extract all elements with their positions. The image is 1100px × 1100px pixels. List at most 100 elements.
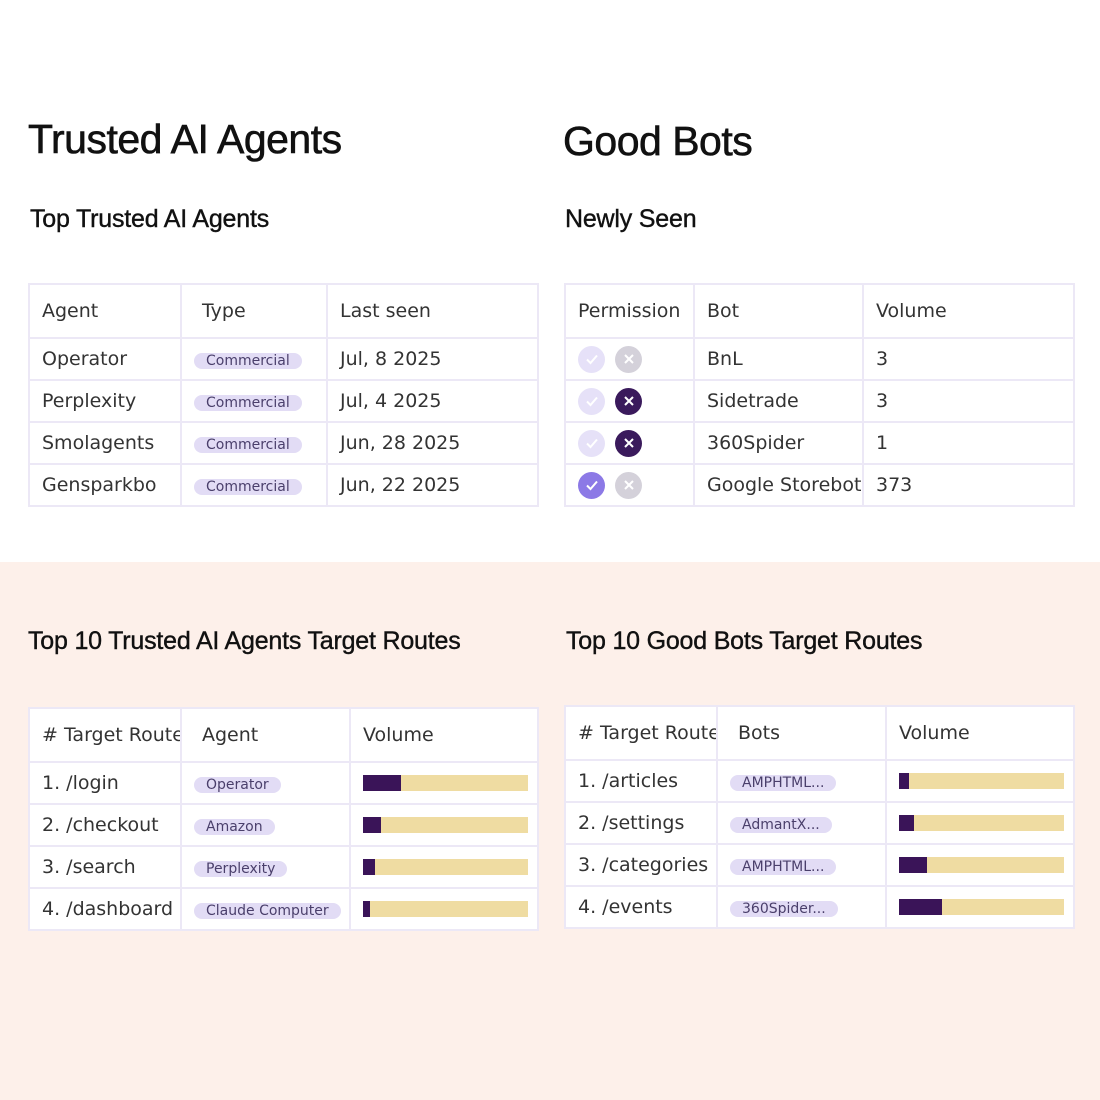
column-header-bot: Bot <box>693 283 864 339</box>
allow-check-icon[interactable] <box>578 387 605 415</box>
volume-bar <box>363 817 528 833</box>
trusted-agents-subtitle: Top Trusted AI Agents <box>30 205 270 233</box>
table-row[interactable]: 2. /checkout Amazon <box>28 803 539 847</box>
column-header-volume: Volume <box>885 705 1075 761</box>
table-header-row: # Target Route Bots Volume <box>564 705 1075 761</box>
deny-x-icon[interactable] <box>615 387 642 415</box>
table-row[interactable]: 1. /articles AMPHTML... <box>564 759 1075 803</box>
volume-bar <box>899 773 1064 789</box>
table-header-row: Permission Bot Volume <box>564 283 1075 339</box>
allow-check-icon[interactable] <box>578 345 605 373</box>
last-seen-date: Jul, 8 2025 <box>326 337 539 381</box>
table-row[interactable]: 4. /events 360Spider... <box>564 885 1075 929</box>
column-header-bots: Bots <box>716 705 887 761</box>
column-header-last-seen: Last seen <box>326 283 539 339</box>
deny-x-icon[interactable] <box>615 429 642 457</box>
agent-badge: Amazon <box>194 819 275 835</box>
bot-badge: AMPHTML... <box>730 775 837 791</box>
volume-bar-fill <box>899 815 914 831</box>
good-bots-table: Permission Bot Volume BnL 3 Sidetrade 3 <box>564 283 1075 507</box>
column-header-volume: Volume <box>862 283 1075 339</box>
bot-volume: 3 <box>862 379 1075 423</box>
type-badge: Commercial <box>194 395 302 411</box>
table-header-row: Agent Type Last seen <box>28 283 539 339</box>
route-path: 2. /checkout <box>28 803 182 847</box>
table-row[interactable]: Gensparkbo Commercial Jun, 22 2025 <box>28 463 539 507</box>
last-seen-date: Jun, 28 2025 <box>326 421 539 465</box>
volume-bar <box>899 857 1064 873</box>
volume-bar <box>899 815 1064 831</box>
bot-badge: AdmantX... <box>730 817 832 833</box>
route-path: 4. /dashboard <box>28 887 182 931</box>
bot-badge: AMPHTML... <box>730 859 837 875</box>
volume-bar <box>363 775 528 791</box>
route-path: 1. /login <box>28 761 182 805</box>
allow-check-icon[interactable] <box>578 471 605 499</box>
allow-check-icon[interactable] <box>578 429 605 457</box>
table-row[interactable]: 2. /settings AdmantX... <box>564 801 1075 845</box>
volume-bar-fill <box>363 817 382 833</box>
volume-bar-fill <box>363 859 375 875</box>
bot-volume: 1 <box>862 421 1075 465</box>
last-seen-date: Jul, 4 2025 <box>326 379 539 423</box>
table-row[interactable]: 360Spider 1 <box>564 421 1075 465</box>
agent-name: Perplexity <box>28 379 182 423</box>
deny-x-icon[interactable] <box>615 471 642 499</box>
bot-name: BnL <box>693 337 864 381</box>
column-header-agent: Agent <box>180 707 351 763</box>
trusted-agents-title: Trusted AI Agents <box>28 116 343 163</box>
table-row[interactable]: Google Storebot 373 <box>564 463 1075 507</box>
column-header-volume: Volume <box>349 707 539 763</box>
volume-bar <box>363 901 528 917</box>
bot-name: Google Storebot <box>693 463 864 507</box>
volume-bar <box>363 859 528 875</box>
route-path: 4. /events <box>564 885 718 929</box>
agent-badge: Perplexity <box>194 861 288 877</box>
bot-name: 360Spider <box>693 421 864 465</box>
type-badge: Commercial <box>194 353 302 369</box>
table-row[interactable]: 1. /login Operator <box>28 761 539 805</box>
agent-name: Gensparkbo <box>28 463 182 507</box>
table-row[interactable]: Sidetrade 3 <box>564 379 1075 423</box>
volume-bar-fill <box>363 901 370 917</box>
bot-routes-table: # Target Route Bots Volume 1. /articles … <box>564 705 1075 929</box>
agent-badge: Claude Computer <box>194 903 341 919</box>
table-row[interactable]: 3. /categories AMPHTML... <box>564 843 1075 887</box>
column-header-agent: Agent <box>28 283 182 339</box>
table-row[interactable]: BnL 3 <box>564 337 1075 381</box>
agent-badge: Operator <box>194 777 281 793</box>
permission-toggle <box>578 471 642 499</box>
table-row[interactable]: 3. /search Perplexity <box>28 845 539 889</box>
table-header-row: # Target Route Agent Volume <box>28 707 539 763</box>
agent-routes-title: Top 10 Trusted AI Agents Target Routes <box>28 627 461 655</box>
good-bots-title: Good Bots <box>563 118 753 165</box>
bot-volume: 373 <box>862 463 1075 507</box>
column-header-target-route: # Target Route <box>564 705 718 761</box>
route-path: 3. /search <box>28 845 182 889</box>
permission-toggle <box>578 387 642 415</box>
permission-toggle <box>578 345 642 373</box>
type-badge: Commercial <box>194 437 302 453</box>
volume-bar <box>899 899 1064 915</box>
table-row[interactable]: 4. /dashboard Claude Computer <box>28 887 539 931</box>
volume-bar-fill <box>363 775 401 791</box>
deny-x-icon[interactable] <box>615 345 642 373</box>
route-path: 1. /articles <box>564 759 718 803</box>
good-bots-subtitle: Newly Seen <box>565 205 697 233</box>
agent-routes-table: # Target Route Agent Volume 1. /login Op… <box>28 707 539 931</box>
volume-bar-fill <box>899 773 909 789</box>
agent-name: Smolagents <box>28 421 182 465</box>
route-path: 3. /categories <box>564 843 718 887</box>
table-row[interactable]: Smolagents Commercial Jun, 28 2025 <box>28 421 539 465</box>
table-row[interactable]: Operator Commercial Jul, 8 2025 <box>28 337 539 381</box>
table-row[interactable]: Perplexity Commercial Jul, 4 2025 <box>28 379 539 423</box>
column-header-permission: Permission <box>564 283 695 339</box>
bot-badge: 360Spider... <box>730 901 838 917</box>
volume-bar-fill <box>899 857 928 873</box>
route-path: 2. /settings <box>564 801 718 845</box>
bot-volume: 3 <box>862 337 1075 381</box>
column-header-target-route: # Target Route <box>28 707 182 763</box>
volume-bar-fill <box>899 899 942 915</box>
trusted-agents-table: Agent Type Last seen Operator Commercial… <box>28 283 539 507</box>
column-header-type: Type <box>180 283 328 339</box>
